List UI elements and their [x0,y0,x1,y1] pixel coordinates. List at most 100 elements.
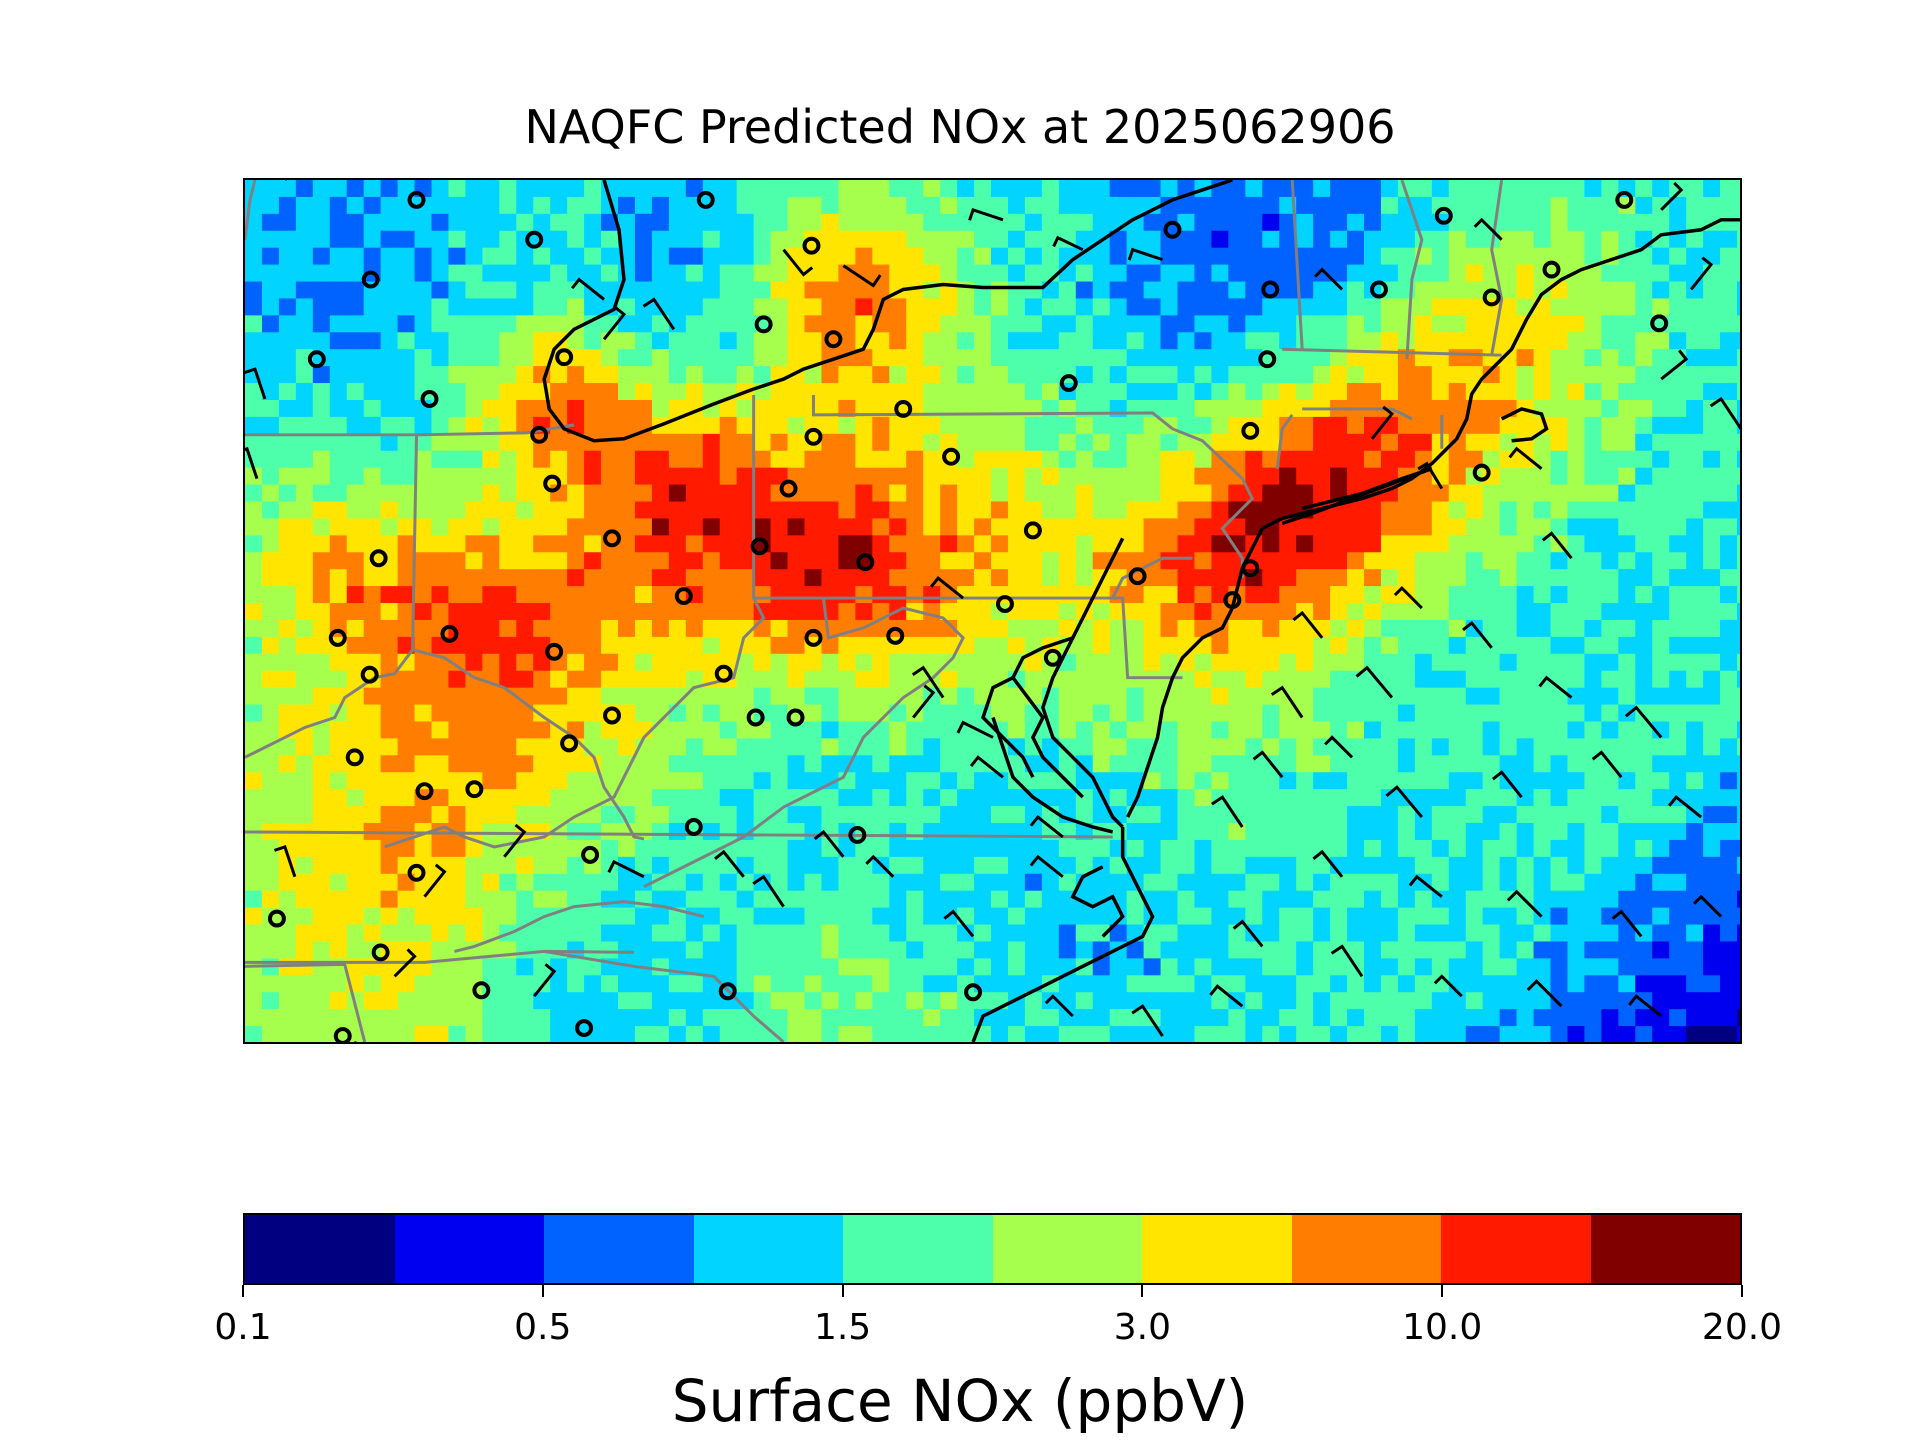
grid-cell [278,586,297,604]
grid-cell [1313,636,1331,655]
grid-cell [1126,484,1145,503]
grid-cell [1567,992,1586,1010]
grid-cell [1364,907,1382,926]
grid-cell [1516,213,1535,232]
grid-cell [1601,653,1619,672]
grid-cell [1007,501,1026,520]
grid-cell [1380,433,1399,452]
grid-cell [1669,772,1687,790]
grid-cell [1279,416,1297,435]
grid-cell [1279,467,1297,486]
grid-cell [245,721,263,740]
grid-cell [685,721,704,740]
grid-cell [787,315,806,333]
grid-cell [1143,823,1162,841]
grid-cell [668,653,687,672]
grid-cell [940,467,958,486]
grid-cell [312,298,331,316]
grid-cell [1448,332,1467,350]
grid-cell [719,958,738,976]
grid-cell [1194,518,1213,536]
grid-cell [584,383,602,401]
grid-cell [482,501,500,520]
grid-cell [1245,603,1263,621]
grid-cell [1313,366,1331,384]
grid-cell [278,839,297,858]
coastline [1070,865,1125,938]
grid-cell [550,569,568,587]
grid-cell [1448,738,1467,756]
grid-cell [1364,1009,1382,1027]
grid-cell [261,1009,280,1027]
grid-cell [1703,196,1721,215]
grid-cell [957,196,975,215]
grid-cell [1380,264,1399,283]
grid-cell [1228,518,1246,536]
grid-cell [1720,467,1738,486]
grid-cell [1330,281,1348,300]
grid-cell [431,416,450,435]
grid-cell [1364,653,1382,672]
grid-cell [1669,958,1687,976]
grid-cell [448,586,467,604]
grid-cell [1143,180,1162,198]
grid-cell [1380,958,1399,976]
grid-cell [1313,518,1331,536]
grid-cell [736,569,755,587]
grid-cell [1194,383,1213,401]
grid-cell [1109,433,1128,452]
grid-cell [787,653,806,672]
grid-cell [295,586,314,604]
grid-cell [1279,653,1297,672]
grid-cell [719,755,738,773]
grid-cell [414,839,433,858]
grid-cell [1211,907,1229,926]
grid-cell [1058,789,1077,807]
grid-cell [872,349,890,367]
grid-cell [1567,416,1586,435]
grid-cell [1533,721,1552,740]
grid-cell [1211,569,1229,587]
grid-cell [1652,484,1670,503]
grid-cell [991,467,1009,486]
grid-cell [770,196,789,215]
grid-cell [685,992,704,1010]
grid-cell [1516,975,1535,993]
grid-cell [1007,873,1026,892]
grid-cell [889,569,907,587]
grid-cell [1618,552,1636,570]
grid-cell [295,619,314,638]
grid-cell [1567,501,1586,520]
grid-cell [601,366,619,384]
grid-cell [1448,180,1467,198]
grid-cell [1703,653,1721,672]
grid-cell [1024,772,1043,790]
grid-cell [702,687,721,706]
grid-cell [1092,450,1111,469]
grid-cell [533,806,551,824]
grid-cell [1024,281,1043,300]
grid-cell [889,213,907,232]
grid-cell [668,366,687,384]
grid-cell [550,213,568,232]
grid-cell [1397,755,1416,773]
grid-cell [1465,332,1484,350]
grid-cell [855,687,873,706]
grid-cell [1330,196,1348,215]
grid-cell [906,366,924,384]
grid-cell [1160,518,1179,536]
grid-cell [295,569,314,587]
grid-cell [1720,586,1738,604]
grid-cell [601,281,619,300]
grid-cell [1703,298,1721,316]
grid-cell [567,856,585,875]
grid-cell [1058,755,1077,773]
grid-cell [787,399,806,418]
grid-cell [1177,670,1196,689]
grid-cell [448,247,467,266]
grid-cell [1635,721,1653,740]
grid-cell [821,636,840,655]
grid-cell [1245,1009,1263,1027]
grid-cell [1177,416,1196,435]
grid-cell [1075,281,1094,300]
